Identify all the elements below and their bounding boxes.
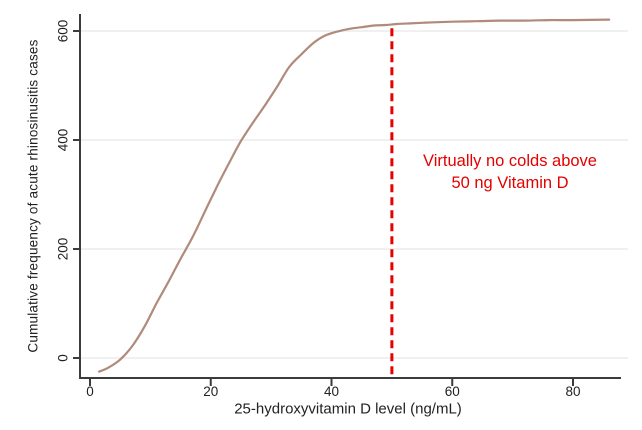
x-tick-label: 80 — [565, 384, 581, 399]
cumulative-frequency-curve — [98, 18, 611, 373]
x-tick-label: 60 — [444, 384, 460, 399]
y-axis-title: Cumulative frequency of acute rhinosinus… — [25, 39, 41, 353]
x-axis-title: 25-hydroxyvitamin D level (ng/mL) — [234, 400, 462, 418]
y-tick-label: 200 — [55, 237, 71, 261]
x-tick-label: 40 — [323, 384, 340, 399]
annotation-text: Virtually no colds above 50 ng Vitamin D — [423, 150, 597, 194]
y-tick-label: 400 — [55, 128, 71, 152]
annotation-line-1: Virtually no colds above — [423, 152, 597, 170]
x-tick-label: 0 — [86, 384, 94, 399]
y-tick-label: 0 — [55, 354, 71, 362]
annotation-line-2: 50 ng Vitamin D — [451, 174, 569, 192]
y-tick-label: 600 — [55, 19, 71, 43]
x-tick-label: 20 — [203, 384, 219, 399]
